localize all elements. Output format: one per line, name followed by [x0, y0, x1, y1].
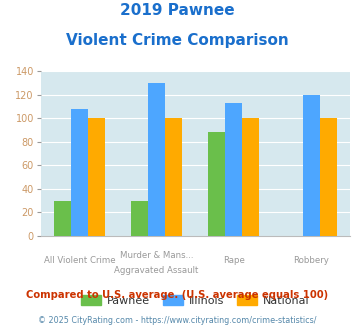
Text: 2019 Pawnee: 2019 Pawnee [120, 3, 235, 18]
Text: Murder & Mans...: Murder & Mans... [120, 251, 193, 260]
Bar [165, 118, 182, 236]
Bar [302, 94, 320, 236]
Text: All Violent Crime: All Violent Crime [44, 256, 115, 265]
Bar [54, 201, 71, 236]
Bar [71, 109, 88, 236]
Text: Compared to U.S. average. (U.S. average equals 100): Compared to U.S. average. (U.S. average … [26, 290, 329, 300]
Text: Robbery: Robbery [293, 256, 329, 265]
Bar [208, 132, 225, 236]
Text: Rape: Rape [223, 256, 245, 265]
Text: Violent Crime Comparison: Violent Crime Comparison [66, 33, 289, 48]
Legend: Pawnee, Illinois, National: Pawnee, Illinois, National [77, 291, 314, 311]
Text: © 2025 CityRating.com - https://www.cityrating.com/crime-statistics/: © 2025 CityRating.com - https://www.city… [38, 316, 317, 325]
Text: Aggravated Assault: Aggravated Assault [114, 266, 199, 275]
Bar [131, 201, 148, 236]
Bar [148, 83, 165, 236]
Bar [320, 118, 337, 236]
Bar [242, 118, 260, 236]
Bar [88, 118, 105, 236]
Bar [225, 103, 242, 236]
